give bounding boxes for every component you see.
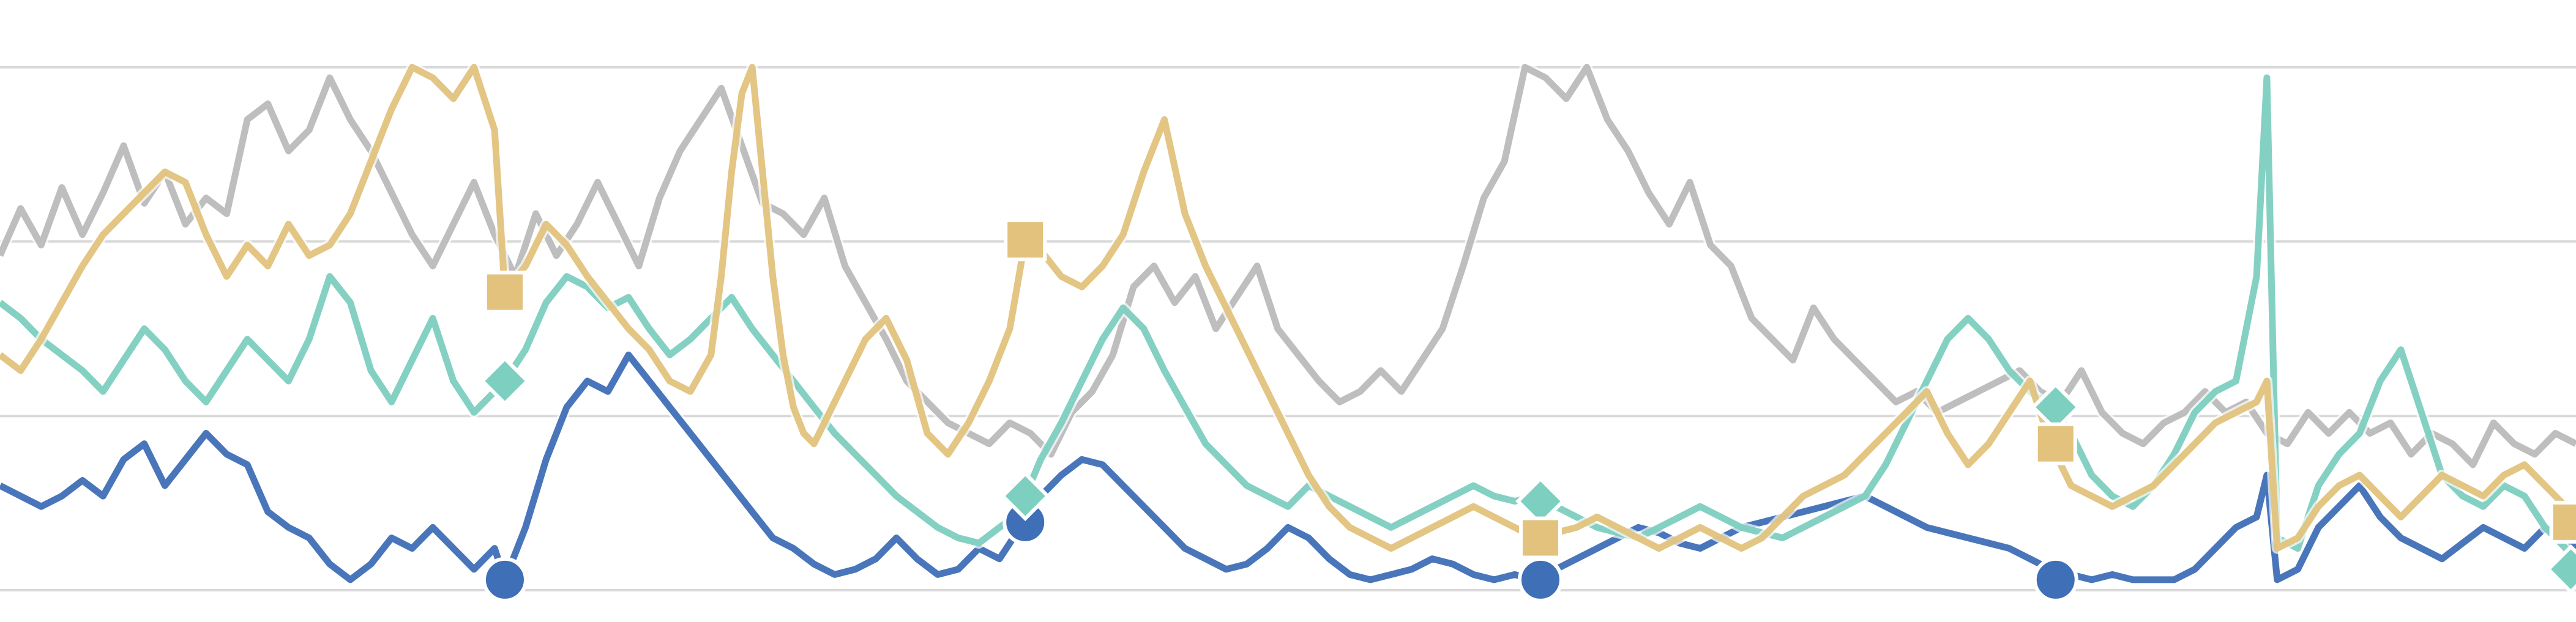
- series-3-marker-0: [483, 270, 526, 314]
- series-2-marker-0: [479, 355, 530, 407]
- series-1-marker-3: [2033, 557, 2078, 602]
- series-1-line: [0, 351, 2576, 583]
- series-3-marker-2: [1518, 516, 1562, 560]
- series-1-marker-2: [1517, 557, 1563, 602]
- gridlines: [0, 66, 2576, 591]
- series-2-marker-1: [1000, 471, 1051, 522]
- series-2-marker-2: [1515, 476, 1566, 527]
- series-0-line: [0, 64, 2576, 468]
- series-2-marker-3: [2030, 382, 2081, 432]
- series-3-marker-3: [2034, 422, 2077, 465]
- series-3-halo: [0, 62, 2576, 554]
- series-3-marker-4: [2549, 500, 2576, 544]
- series-3-line: [0, 64, 2576, 552]
- series-markers: [479, 218, 2576, 602]
- series-2-halo: [0, 72, 2576, 572]
- series-lines: [0, 62, 2576, 585]
- series-3-marker-1: [1004, 218, 1047, 262]
- series-1-marker-0: [482, 557, 528, 602]
- series-2-line: [0, 74, 2576, 571]
- series-2-marker-4: [2545, 544, 2576, 594]
